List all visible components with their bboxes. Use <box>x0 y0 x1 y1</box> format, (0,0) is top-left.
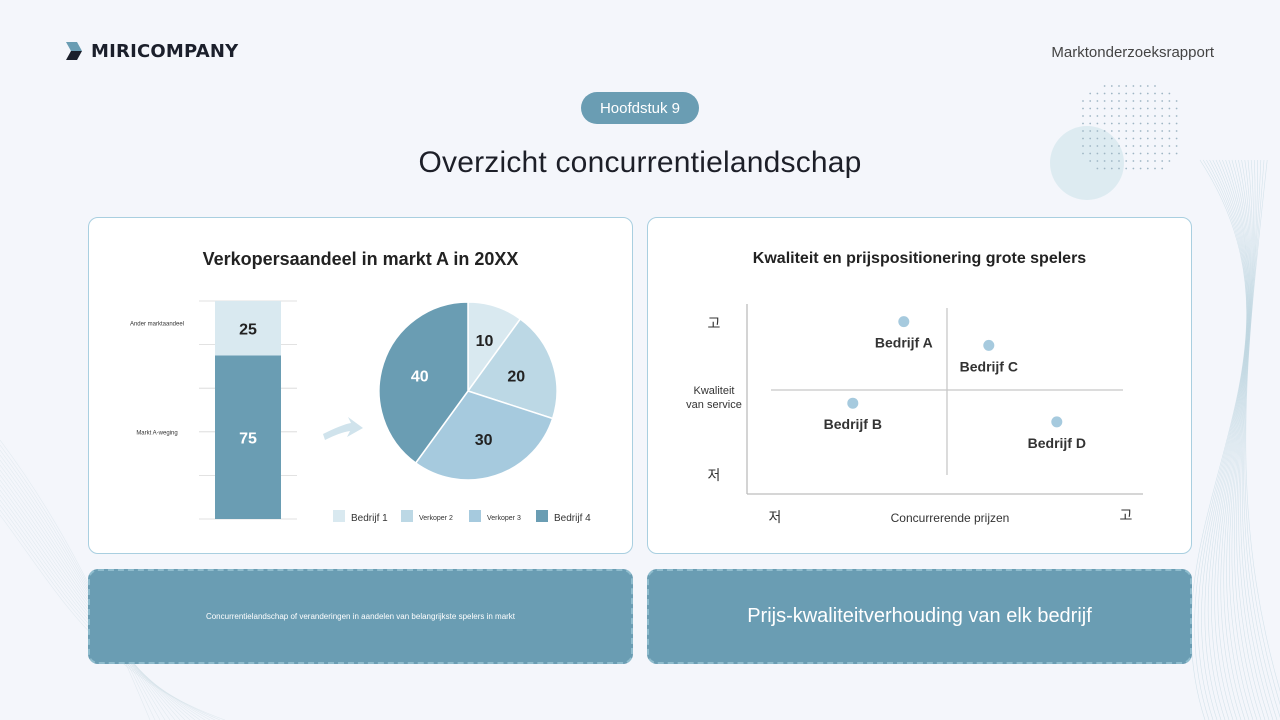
bar-segment-markt-a <box>215 355 281 519</box>
bar-segment-ander <box>215 301 281 356</box>
bar-value-label: 25 <box>239 321 257 338</box>
legend-swatch <box>469 510 481 522</box>
pie-value-label: 20 <box>507 368 525 385</box>
pie-legend-item: Bedrijf 4 <box>536 510 591 524</box>
pie-value-label: 10 <box>476 333 494 350</box>
legend-swatch <box>401 510 413 522</box>
positioning-chart-panel: Kwaliteit en prijspositionering grote sp… <box>647 217 1192 554</box>
x-low-label: 저 <box>769 510 782 526</box>
scatter-point-label: Bedrijf A <box>875 335 933 351</box>
brand-logo: MIRICOMPANY <box>66 40 238 62</box>
y-axis-title: Kwaliteit van service <box>686 385 742 411</box>
bar-category-label: Ander marktaandeel <box>130 321 184 327</box>
caption-share-text: Concurrentielandschap of veranderingen i… <box>205 612 516 621</box>
scatter-point-bedrijf-a <box>898 316 910 328</box>
y-low-label: 저 <box>708 468 721 484</box>
pie-slice-3 <box>414 390 554 481</box>
share-chart-panel: Verkopersaandeel in markt A in 20XX 75 Ma… <box>88 217 633 554</box>
wave-lines-left <box>0 439 226 720</box>
legend-swatch <box>333 510 345 522</box>
arrow-icon <box>323 417 363 440</box>
scatter-point-label: Bedrijf C <box>960 358 1018 374</box>
scatter-point-bedrijf-c <box>983 339 995 351</box>
scatter-point-bedrijf-d <box>1051 416 1063 428</box>
pie-legend-item: Bedrijf 1 <box>333 510 388 524</box>
scatter-point-label: Bedrijf D <box>1028 435 1086 451</box>
pie-value-label: 40 <box>411 368 429 385</box>
legend-swatch <box>536 510 548 522</box>
y-high-label: 고 <box>708 316 721 332</box>
chapter-badge: Hoofdstuk 9 <box>581 92 699 124</box>
legend-label: Bedrijf 4 <box>554 513 591 524</box>
positioning-chart-title: Kwaliteit en prijspositionering grote sp… <box>752 250 1087 267</box>
logo-mark-icon <box>66 42 82 60</box>
report-label: Marktonderzoeksrapport <box>1051 44 1214 61</box>
caption-positioning: Prijs-kwaliteitverhouding van elk bedrij… <box>647 569 1192 664</box>
brand-name: MIRICOMPANY <box>91 40 239 62</box>
pie-legend-item: Verkoper 2 <box>401 510 453 522</box>
caption-share: Concurrentielandschap of veranderingen i… <box>88 569 633 664</box>
legend-label: Bedrijf 1 <box>351 513 388 524</box>
scatter-point-bedrijf-b <box>847 397 859 409</box>
dot-grid <box>1082 85 1178 170</box>
share-chart-title: Verkopersaandeel in markt A in 20XX <box>202 249 519 269</box>
pie-slice-2 <box>466 317 558 420</box>
share-chart: 75 Markt A-weging 25 Ander marktaandeel 10 20… <box>130 300 591 524</box>
x-axis-title: Concurrerende prijzen <box>891 511 1010 525</box>
page-title: Overzicht concurrentielandschap <box>418 146 862 179</box>
legend-label: Verkoper 2 <box>419 515 453 522</box>
legend-label: Verkoper 3 <box>487 515 521 522</box>
pie-slice-4 <box>378 301 469 465</box>
bar-value-label: 75 <box>239 430 257 447</box>
bar-category-label: Markt A-weging <box>136 430 177 436</box>
deco-circle <box>1050 126 1124 200</box>
caption-positioning-text: Prijs-kwaliteitverhouding van elk bedrij… <box>747 605 1092 627</box>
scatter-point-label: Bedrijf B <box>824 416 882 432</box>
pie-value-label: 30 <box>475 432 493 449</box>
wave-lines-right <box>1190 159 1280 720</box>
x-high-label: 고 <box>1120 508 1133 524</box>
pie-legend-item: Verkoper 3 <box>469 510 521 522</box>
